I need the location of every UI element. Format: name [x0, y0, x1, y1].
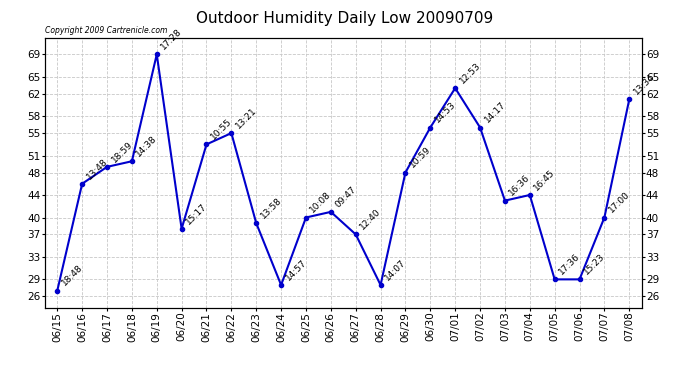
Text: 10:55: 10:55: [209, 117, 234, 142]
Text: 10:59: 10:59: [408, 145, 433, 170]
Text: 10:08: 10:08: [308, 190, 333, 215]
Text: 12:40: 12:40: [358, 207, 383, 232]
Text: 18:48: 18:48: [60, 263, 84, 288]
Text: 13:48: 13:48: [85, 156, 109, 181]
Text: 18:59: 18:59: [110, 140, 134, 164]
Text: Copyright 2009 Cartrenicle.com: Copyright 2009 Cartrenicle.com: [45, 26, 167, 35]
Text: 14:07: 14:07: [383, 258, 408, 282]
Text: 15:17: 15:17: [184, 201, 209, 226]
Text: 17:28: 17:28: [159, 27, 184, 52]
Text: 14:38: 14:38: [135, 134, 159, 159]
Text: 12:53: 12:53: [457, 61, 482, 86]
Text: 14:53: 14:53: [433, 100, 457, 125]
Text: 14:57: 14:57: [284, 258, 308, 282]
Text: 13:34: 13:34: [632, 72, 656, 97]
Text: 16:36: 16:36: [507, 173, 532, 198]
Text: 15:23: 15:23: [582, 252, 607, 277]
Text: 09:47: 09:47: [333, 184, 358, 209]
Text: 13:21: 13:21: [234, 106, 259, 130]
Text: 16:45: 16:45: [532, 168, 557, 192]
Text: Outdoor Humidity Daily Low 20090709: Outdoor Humidity Daily Low 20090709: [197, 11, 493, 26]
Text: 14:17: 14:17: [482, 100, 507, 125]
Text: 17:36: 17:36: [557, 252, 582, 277]
Text: 13:58: 13:58: [259, 196, 284, 220]
Text: 17:00: 17:00: [607, 190, 631, 215]
